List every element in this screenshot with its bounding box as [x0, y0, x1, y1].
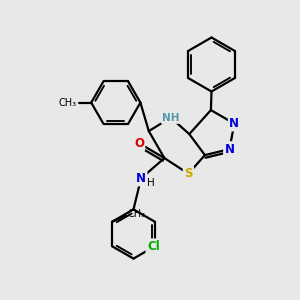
Text: S: S: [184, 167, 193, 180]
Text: N: N: [136, 172, 146, 185]
Text: N: N: [224, 142, 235, 156]
Text: H: H: [147, 178, 154, 188]
Text: CH₃: CH₃: [127, 209, 145, 219]
Text: CH₃: CH₃: [59, 98, 77, 108]
Text: N: N: [229, 117, 239, 130]
Text: NH: NH: [162, 112, 179, 123]
Text: Cl: Cl: [147, 240, 160, 253]
Text: O: O: [134, 136, 144, 150]
